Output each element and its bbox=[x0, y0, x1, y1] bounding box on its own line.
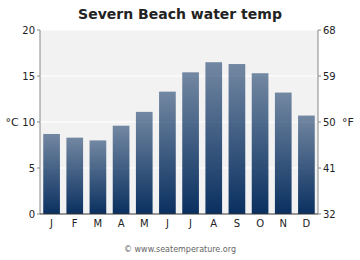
y2-tick-label: 41 bbox=[323, 163, 336, 174]
y-tick-label: 10 bbox=[22, 117, 35, 128]
y2-tick bbox=[318, 122, 321, 123]
grid-line bbox=[40, 29, 318, 30]
bar bbox=[136, 112, 153, 214]
bar bbox=[298, 116, 315, 214]
x-tick-label: F bbox=[72, 218, 78, 229]
bar bbox=[275, 93, 292, 214]
bar bbox=[229, 64, 246, 214]
y2-tick-label: 32 bbox=[323, 209, 336, 220]
y-tick bbox=[37, 30, 40, 31]
y-tick-label: 15 bbox=[22, 71, 35, 82]
x-tick-label: J bbox=[188, 218, 192, 229]
y-tick-label: 5 bbox=[29, 163, 35, 174]
y-tick bbox=[37, 122, 40, 123]
y2-tick bbox=[318, 168, 321, 169]
bar bbox=[43, 134, 60, 214]
y2-tick-label: 68 bbox=[323, 25, 336, 36]
y2-axis-label: °F bbox=[342, 116, 354, 129]
bar bbox=[90, 140, 107, 214]
y-tick-label: 20 bbox=[22, 25, 35, 36]
x-tick-label: M bbox=[140, 218, 149, 229]
x-tick-label: S bbox=[234, 218, 240, 229]
x-axis-line bbox=[40, 214, 318, 215]
y2-tick-label: 59 bbox=[323, 71, 336, 82]
x-tick-label: A bbox=[210, 218, 217, 229]
y2-tick bbox=[318, 30, 321, 31]
bar bbox=[205, 62, 222, 214]
y2-tick bbox=[318, 76, 321, 77]
bar bbox=[113, 126, 130, 214]
y2-tick-label: 50 bbox=[323, 117, 336, 128]
title: Severn Beach water temp bbox=[78, 6, 282, 22]
annotation: © www.seatemperature.org bbox=[124, 245, 236, 254]
chart: 0 5 10 15 20 32 41 50 59 68 J F M A M J J A S O N D °C °F Severn… bbox=[0, 0, 360, 260]
x-tick-label: D bbox=[303, 218, 311, 229]
y-tick-label: 0 bbox=[29, 209, 35, 220]
x-tick-label: A bbox=[118, 218, 125, 229]
y-tick bbox=[37, 76, 40, 77]
plot-area bbox=[40, 30, 318, 214]
x-tick-label: M bbox=[94, 218, 103, 229]
bar bbox=[252, 73, 269, 214]
bar bbox=[182, 72, 199, 214]
x-tick-label: J bbox=[49, 218, 53, 229]
x-tick-label: N bbox=[280, 218, 287, 229]
y2-tick bbox=[318, 214, 321, 215]
x-tick-label: J bbox=[165, 218, 169, 229]
grid-line bbox=[40, 75, 318, 76]
x-tick-label: O bbox=[256, 218, 264, 229]
bars bbox=[43, 62, 315, 214]
y-tick bbox=[37, 168, 40, 169]
bar bbox=[66, 138, 83, 214]
grid-line bbox=[40, 213, 318, 214]
y-tick bbox=[37, 214, 40, 215]
y-axis-label: °C bbox=[5, 116, 19, 129]
bar bbox=[159, 92, 176, 214]
